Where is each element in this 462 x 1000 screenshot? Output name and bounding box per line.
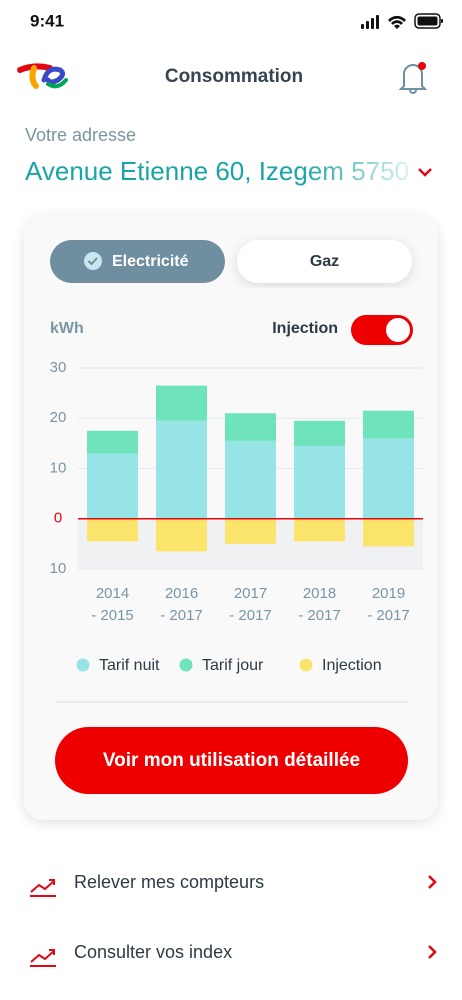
x-tick-label: - 2017 (367, 607, 410, 624)
bar-segment (156, 518, 207, 552)
toggle-label: Injection (272, 320, 338, 337)
tab-label: Electricité (112, 253, 189, 270)
y-tick-label: 0 (54, 510, 62, 527)
y-axis-unit: kWh (50, 320, 84, 337)
address-label: Votre adresse (25, 125, 136, 145)
legend-label: Tarif jour (202, 657, 264, 674)
x-tick-label: 2016 (165, 585, 198, 602)
tab-gas[interactable]: Gaz (237, 240, 412, 283)
tab-electricity[interactable]: Electricité (50, 240, 225, 283)
button-label: Voir mon utilisation détaillée (103, 750, 360, 771)
status-icons (361, 13, 443, 29)
link-label: Relever mes compteurs (74, 872, 264, 892)
header-title: Consommation (165, 66, 303, 87)
bar-segment (294, 420, 345, 446)
bar-segment (225, 413, 276, 441)
x-tick-label: 2014 (96, 585, 129, 602)
bar-segment (87, 518, 138, 542)
link-meters[interactable]: Relever mes compteurs (30, 872, 437, 897)
legend-label: Injection (322, 657, 382, 674)
x-tick-label: - 2017 (229, 607, 272, 624)
notifications-button[interactable] (398, 62, 428, 94)
logo (17, 63, 68, 89)
bar-segment (225, 440, 276, 519)
address-value[interactable]: Avenue Etienne 60, Izegem 5750 (25, 156, 409, 186)
address-dropdown[interactable] (418, 168, 432, 177)
bar-segment (87, 453, 138, 519)
legend-swatch (299, 658, 313, 672)
x-tick-label: - 2017 (160, 607, 203, 624)
legend-label: Tarif nuit (99, 657, 160, 674)
bar-segment (363, 518, 414, 547)
bar-segment (294, 445, 345, 519)
x-tick-label: 2018 (303, 585, 336, 602)
tab-label: Gaz (310, 253, 339, 270)
x-tick-label: - 2017 (298, 607, 341, 624)
y-tick-label: 10 (50, 560, 67, 577)
bar-segment (294, 518, 345, 542)
x-tick-label: 2017 (234, 585, 267, 602)
y-tick-label: 20 (50, 409, 67, 426)
legend-swatch (179, 658, 193, 672)
legend-swatch (76, 658, 90, 672)
link-index[interactable]: Consulter vos index (30, 942, 437, 967)
injection-toggle[interactable] (351, 315, 413, 345)
bar-segment (87, 430, 138, 454)
link-label: Consulter vos index (74, 942, 232, 962)
time: 9:41 (30, 11, 64, 30)
bar-segment (225, 518, 276, 544)
bar-segment (156, 420, 207, 519)
bar-segment (156, 385, 207, 421)
chart: 30 20 10 0 10 2014 - 2015 2016 - 2017 2017 - 2017 2… (50, 359, 423, 674)
bar-segment (363, 438, 414, 519)
x-tick-label: 2019 (372, 585, 405, 602)
y-tick-label: 10 (50, 459, 67, 476)
y-tick-label: 30 (50, 359, 67, 376)
detail-button[interactable]: Voir mon utilisation détaillée (55, 727, 408, 794)
bar-segment (363, 410, 414, 439)
x-tick-label: - 2015 (91, 607, 134, 624)
